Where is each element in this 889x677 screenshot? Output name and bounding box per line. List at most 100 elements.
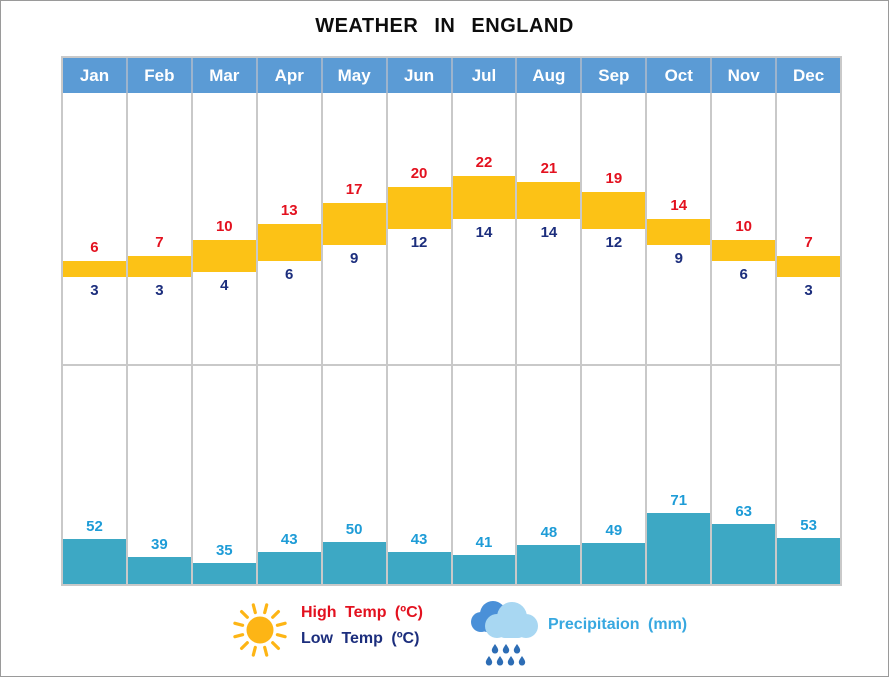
- month-header-feb: Feb: [128, 58, 193, 93]
- precip-column-dec: 53: [777, 366, 841, 584]
- precip-column-may: 50: [322, 366, 388, 584]
- temperature-section: 6 3 7 3 10 4 13 6 17 9 20 12 22 14 21 14 19 12 14 9 10 6 7 3: [63, 93, 841, 366]
- precipitation-section: 52 39 35 43 50 43 41 48 49 71 63 53: [63, 366, 841, 584]
- precip-column-sep: 49: [582, 366, 648, 584]
- precip-value-dec: 53: [800, 516, 817, 534]
- temp-bar-aug: [517, 181, 581, 219]
- precip-value-oct: 71: [670, 491, 688, 509]
- low-temp-value-sep: 12: [605, 234, 623, 252]
- low-temp-value-oct: 9: [674, 250, 683, 268]
- temp-bar-jan: [63, 261, 126, 278]
- precip-value-nov: 63: [735, 502, 753, 520]
- legend-high-temp-label: High Temp (ºC): [301, 604, 423, 621]
- high-temp-value-nov: 10: [735, 218, 753, 235]
- temp-column-jul: 22 14: [452, 93, 518, 364]
- rain-cloud-icon: [471, 601, 538, 666]
- high-temp-value-aug: 21: [540, 159, 558, 177]
- high-temp-value-feb: 7: [155, 233, 164, 251]
- low-temp-value-aug: 14: [540, 223, 558, 241]
- precip-column-feb: 39: [127, 366, 193, 584]
- month-header-jul: Jul: [453, 58, 518, 93]
- precip-value-jun: 43: [410, 530, 428, 548]
- precip-column-jul: 41: [452, 366, 518, 584]
- raindrop-icon: [507, 656, 515, 666]
- temp-column-may: 17 9: [322, 93, 388, 364]
- precip-bar-aug: [517, 544, 581, 584]
- month-header-aug: Aug: [517, 58, 583, 93]
- low-temp-value-apr: 6: [285, 266, 294, 284]
- temp-column-jun: 20 12: [387, 93, 453, 364]
- raindrop-icon: [513, 644, 521, 654]
- precip-value-jan: 52: [86, 518, 103, 536]
- precip-value-feb: 39: [151, 536, 168, 554]
- month-header-nov: Nov: [712, 58, 778, 93]
- month-header-mar: Mar: [193, 58, 258, 93]
- precip-bar-may: [322, 542, 386, 584]
- precip-column-nov: 63: [712, 366, 778, 584]
- month-header-oct: Oct: [647, 58, 713, 93]
- high-temp-value-mar: 10: [215, 218, 233, 235]
- high-temp-value-dec: 7: [804, 233, 813, 251]
- temp-column-oct: 14 9: [647, 93, 713, 364]
- temp-column-mar: 10 4: [192, 93, 258, 364]
- high-temp-value-jul: 22: [475, 154, 493, 172]
- precip-bar-oct: [647, 512, 711, 584]
- precip-column-oct: 71: [647, 366, 713, 584]
- precip-column-apr: 43: [257, 366, 323, 584]
- raindrop-icon: [502, 644, 510, 654]
- precip-bar-sep: [582, 543, 646, 584]
- precip-bar-mar: [192, 563, 256, 584]
- low-temp-value-jun: 12: [410, 234, 428, 252]
- precip-bar-jun: [387, 551, 451, 584]
- temp-column-apr: 13 6: [257, 93, 323, 364]
- temp-bar-dec: [777, 255, 841, 278]
- precip-bar-apr: [257, 551, 321, 584]
- low-temp-value-may: 9: [349, 250, 359, 268]
- temp-bar-jul: [452, 176, 516, 219]
- precip-value-aug: 48: [540, 523, 558, 541]
- low-temp-value-nov: 6: [739, 266, 748, 284]
- temp-bar-may: [322, 202, 386, 246]
- precip-value-jul: 41: [475, 533, 493, 551]
- page-title: WEATHER IN ENGLAND: [315, 15, 574, 37]
- precip-value-apr: 43: [280, 530, 298, 548]
- raindrop-icon: [518, 656, 526, 666]
- temp-bar-oct: [647, 218, 711, 246]
- high-temp-value-oct: 14: [670, 196, 688, 214]
- month-header-jan: Jan: [63, 58, 128, 93]
- high-temp-value-jan: 6: [90, 239, 99, 257]
- precip-column-mar: 35: [192, 366, 258, 584]
- precip-bar-jul: [452, 554, 516, 584]
- temp-bar-mar: [192, 240, 256, 272]
- month-header-dec: Dec: [793, 65, 825, 85]
- precip-column-jan: 52: [63, 366, 128, 584]
- month-header-may: May: [323, 58, 388, 93]
- temp-bar-nov: [712, 240, 776, 262]
- precip-bar-jan: [63, 539, 126, 584]
- low-temp-value-jul: 14: [475, 223, 493, 241]
- low-temp-value-dec: 3: [804, 282, 813, 300]
- high-temp-value-sep: 19: [605, 170, 623, 188]
- temp-bar-feb: [127, 255, 191, 278]
- precip-bar-nov: [712, 523, 776, 584]
- month-header-row: Jan Feb Mar Apr May Jun Jul Aug Sep Oct Nov Dec: [63, 58, 840, 93]
- precip-value-mar: 35: [215, 542, 233, 559]
- month-header-sep: Sep: [582, 58, 648, 93]
- temp-column-nov: 10 6: [712, 93, 778, 364]
- precip-column-aug: 48: [517, 366, 583, 584]
- raindrop-icon: [485, 656, 493, 666]
- legend-precipitation-label: Precipitaion (mm): [548, 616, 688, 633]
- temp-column-aug: 21 14: [517, 93, 583, 364]
- temp-column-sep: 19 12: [582, 93, 648, 364]
- low-temp-value-jan: 3: [90, 282, 99, 300]
- temp-bar-apr: [257, 224, 321, 262]
- temp-bar-sep: [582, 192, 646, 230]
- precip-value-sep: 49: [605, 522, 623, 540]
- month-header-apr: Apr: [258, 58, 323, 93]
- high-temp-value-may: 17: [345, 180, 363, 198]
- sun-icon: [233, 603, 287, 657]
- high-temp-value-apr: 13: [280, 202, 298, 220]
